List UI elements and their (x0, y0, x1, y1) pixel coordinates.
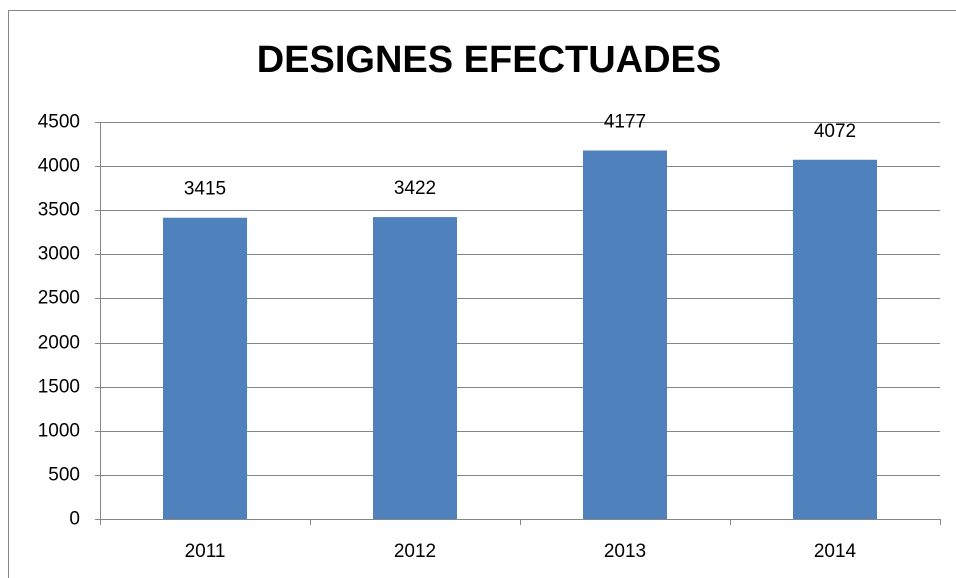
y-tick-label: 3500 (38, 200, 80, 221)
data-label: 4177 (604, 112, 646, 133)
chart-title: DESIGNES EFECTUADES (257, 39, 722, 81)
y-tick-label: 2000 (38, 333, 80, 354)
data-label: 3422 (394, 178, 436, 199)
data-label: 3415 (184, 179, 226, 200)
x-tick-label: 2014 (814, 541, 857, 562)
y-tick-label: 1500 (38, 377, 80, 398)
y-tick-label: 2500 (38, 288, 80, 309)
y-tick-label: 500 (48, 465, 80, 486)
data-label: 4072 (814, 121, 856, 142)
y-tick-label: 1000 (38, 421, 80, 442)
y-tick-label: 4500 (38, 112, 80, 133)
bar (793, 159, 877, 520)
bar (163, 217, 247, 519)
y-tick-label: 3000 (38, 244, 80, 265)
x-tick-label: 2013 (604, 541, 646, 562)
bar (373, 217, 457, 519)
y-tick-label: 4000 (38, 156, 80, 177)
x-tick-label: 2012 (394, 541, 436, 562)
x-tick-label: 2011 (185, 541, 226, 562)
bar (583, 150, 667, 519)
y-tick-label: 0 (69, 509, 80, 530)
